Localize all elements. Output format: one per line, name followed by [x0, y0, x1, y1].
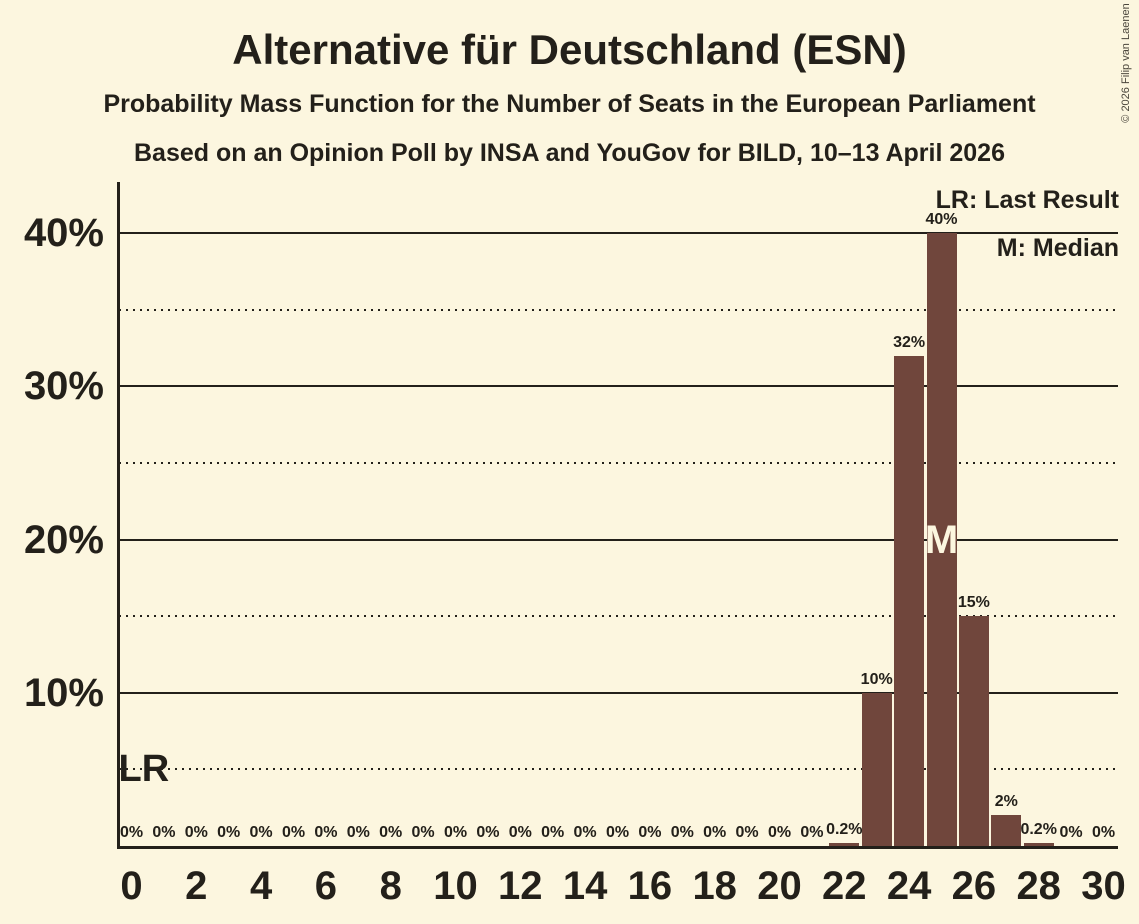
bar-value-label: 0%	[638, 824, 662, 841]
bar-value-label: 0%	[184, 824, 208, 841]
bar-value-label: 40%	[925, 211, 958, 229]
poll-source-subtitle: Based on an Opinion Poll by INSA and You…	[133, 139, 1005, 167]
bar	[861, 692, 892, 846]
bar-value-label: 0%	[281, 824, 306, 841]
bar	[926, 233, 957, 846]
x-tick-label: 18	[692, 864, 737, 908]
bar-value-label: 0%	[800, 824, 824, 841]
bar-value-label: 0%	[703, 824, 727, 841]
y-tick-label: 20%	[23, 517, 104, 562]
bar-value-label: 0%	[541, 824, 565, 841]
gridline-major	[119, 691, 1118, 694]
x-tick-label: 2	[185, 864, 208, 908]
x-tick-label: 14	[562, 864, 608, 908]
bar-value-label: 0%	[249, 824, 273, 841]
x-tick-label: 4	[249, 864, 273, 908]
bar	[894, 355, 925, 846]
bar-value-label: 2%	[994, 793, 1018, 811]
gridline-major	[119, 538, 1118, 541]
bar-value-label: 0%	[573, 824, 597, 841]
y-tick-label: 40%	[23, 211, 104, 256]
x-tick-label: 10	[433, 864, 478, 908]
bar-value-label: 0%	[314, 824, 338, 841]
bar-value-label: 0%	[476, 824, 500, 841]
x-tick-label: 28	[1016, 864, 1061, 908]
x-tick-label: 0	[120, 864, 143, 908]
gridline-minor	[119, 308, 1118, 311]
x-tick-label: 8	[379, 864, 402, 908]
bar-value-label: 0%	[411, 824, 435, 841]
bar-value-label: 0%	[379, 824, 403, 841]
bar-value-label: 0%	[346, 824, 370, 841]
gridline-major	[119, 385, 1118, 388]
gridline-minor	[119, 615, 1118, 618]
bar-value-label: 0%	[1059, 824, 1083, 841]
bar-value-label: 0%	[605, 824, 630, 841]
gridline-minor	[119, 768, 1118, 771]
bar-value-label: 15%	[957, 594, 990, 612]
bar-value-label: 0.2%	[826, 820, 863, 838]
bar-value-label: 0%	[767, 824, 792, 841]
gridline-major	[119, 232, 1118, 235]
bar-value-label: 0%	[1091, 824, 1116, 841]
bar-value-label: 0%	[735, 824, 759, 841]
x-tick-label: 22	[822, 864, 867, 908]
bar	[958, 616, 989, 846]
copyright-text: © 2026 Filip van Laenen	[1120, 3, 1132, 123]
x-tick-label: 20	[757, 864, 802, 908]
bar-value-label: 0%	[152, 824, 176, 841]
plot-area: 0% 0% 0% 0% 0% 0% 0% 0% 0% 0% 0% 0% 0% 0% 0% 0% 0% 0% 0% 0%…	[117, 182, 1118, 849]
gridline-minor	[119, 462, 1118, 464]
bar-value-label: 10%	[860, 670, 893, 688]
bar-value-label: 0%	[443, 824, 468, 841]
x-tick-label: 6	[314, 864, 338, 908]
x-tick-label: 30	[1081, 864, 1126, 908]
bar-value-label: 32%	[893, 333, 926, 351]
median-marker: M	[924, 517, 959, 562]
bar	[829, 842, 860, 846]
x-tick-label: 16	[627, 864, 673, 908]
legend-median: M: Median	[996, 234, 1119, 262]
y-tick-label: 30%	[23, 364, 104, 409]
x-tick-label: 24	[886, 864, 932, 908]
bar-value-label: 0%	[217, 824, 241, 841]
bar	[1023, 842, 1054, 846]
x-tick-label: 12	[498, 864, 543, 908]
y-axis-line	[117, 182, 120, 849]
bar-value-label: 0%	[119, 824, 144, 841]
bar-value-label: 0.2%	[1020, 820, 1057, 838]
last-result-marker: LR	[118, 748, 170, 791]
y-tick-label: 10%	[23, 670, 104, 715]
chart-subtitle: Probability Mass Function for the Number…	[103, 90, 1036, 118]
bar-value-label: 0%	[670, 824, 694, 841]
bar	[991, 815, 1022, 846]
bar-value-label: 0%	[508, 824, 532, 841]
x-axis-line	[117, 846, 1118, 849]
x-tick-label: 26	[951, 864, 997, 908]
chart-title: Alternative für Deutschland (ESN)	[232, 26, 907, 73]
legend-last-result: LR: Last Result	[935, 186, 1119, 214]
